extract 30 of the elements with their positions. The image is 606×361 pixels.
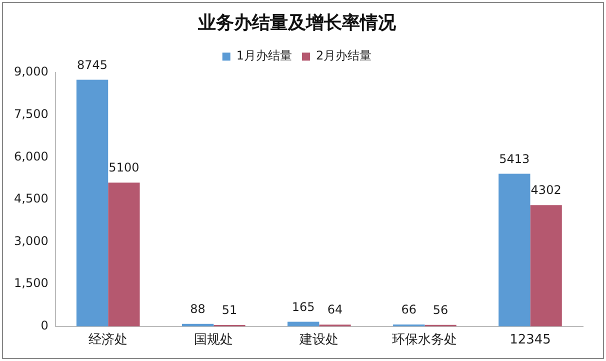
y-tick-label: 3,000	[14, 234, 48, 248]
y-tick-label: 0	[40, 318, 48, 333]
data-label: 8745	[77, 58, 108, 72]
data-label: 56	[432, 302, 448, 317]
chart-title: 业务办结量及增长率情况	[197, 12, 397, 34]
bar	[76, 80, 108, 326]
data-label: 51	[222, 303, 238, 318]
data-label: 4302	[530, 183, 562, 198]
data-label: 66	[401, 302, 417, 317]
bar	[108, 182, 140, 326]
legend-label: 1月办结量	[236, 48, 292, 63]
y-tick-label: 4,500	[14, 192, 48, 206]
y-tick-label: 9,000	[14, 64, 48, 79]
y-tick-label: 6,000	[14, 149, 48, 164]
legend-label: 2月办结量	[316, 48, 372, 63]
bar	[498, 174, 530, 326]
data-label: 88	[190, 302, 206, 316]
data-label: 5100	[108, 160, 140, 175]
x-tick-label: 环保水务处	[392, 332, 458, 348]
data-label: 5413	[499, 152, 530, 166]
x-tick-label: 建设处	[298, 332, 339, 348]
data-label: 165	[292, 300, 315, 314]
data-label: 64	[327, 302, 343, 317]
y-tick-label: 1,500	[14, 276, 48, 290]
x-tick-label: 12345	[510, 332, 551, 348]
x-tick-label: 国规处	[194, 332, 234, 348]
bar	[530, 205, 562, 326]
bar	[288, 322, 320, 326]
y-tick-label: 7,500	[14, 107, 48, 122]
x-tick-label: 经济处	[88, 332, 128, 348]
